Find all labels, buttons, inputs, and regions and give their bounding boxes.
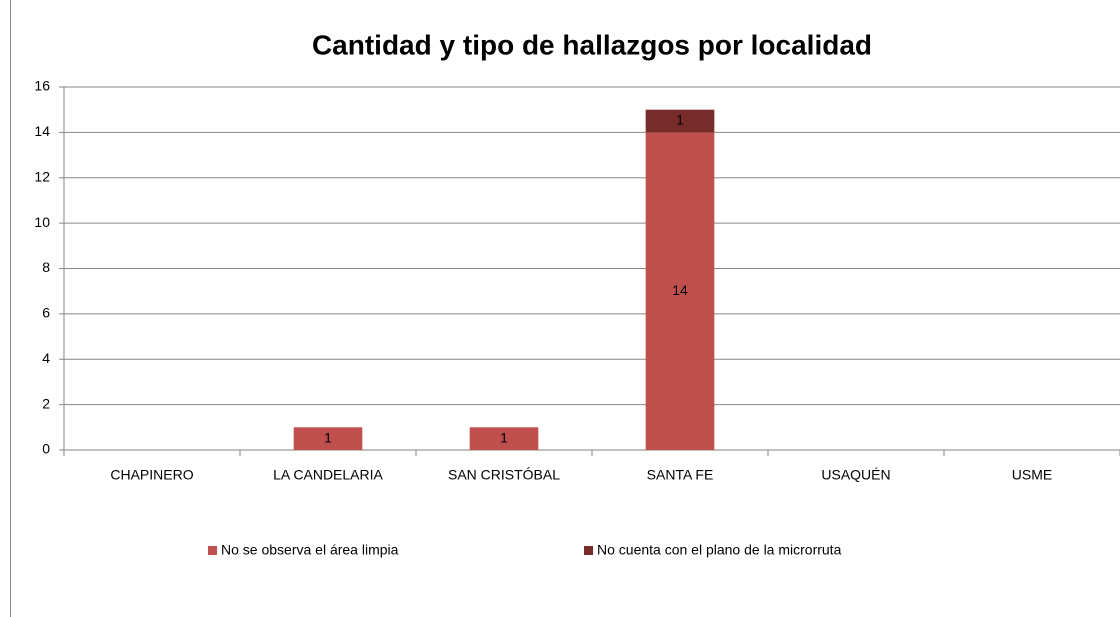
x-tick-label: LA CANDELARIA bbox=[273, 467, 383, 483]
chart-title: Cantidad y tipo de hallazgos por localid… bbox=[312, 29, 872, 60]
legend-label: No se observa el área limpia bbox=[221, 542, 399, 558]
x-tick-label: CHAPINERO bbox=[110, 467, 193, 483]
legend-swatch bbox=[584, 546, 593, 555]
bar-segment bbox=[645, 132, 715, 450]
y-tick-label: 10 bbox=[34, 214, 50, 230]
bar-segment bbox=[293, 427, 363, 450]
y-tick-label: 0 bbox=[42, 441, 50, 457]
data-label: 1 bbox=[676, 112, 684, 128]
data-label: 14 bbox=[672, 282, 688, 298]
y-tick-label: 2 bbox=[42, 395, 50, 411]
data-label: 1 bbox=[500, 429, 508, 445]
x-tick-label: USAQUÉN bbox=[821, 467, 890, 483]
legend-swatch bbox=[208, 546, 217, 555]
data-label: 1 bbox=[324, 429, 332, 445]
bar-segment bbox=[645, 109, 715, 133]
y-tick-label: 16 bbox=[34, 78, 50, 94]
bar-segment bbox=[469, 427, 539, 450]
x-tick-label: USME bbox=[1012, 467, 1052, 483]
chart-frame bbox=[10, 0, 11, 617]
y-tick-label: 4 bbox=[42, 350, 50, 366]
y-tick-label: 12 bbox=[34, 168, 50, 184]
legend-label: No cuenta con el plano de la microrruta bbox=[597, 542, 842, 558]
x-tick-label: SANTA FE bbox=[647, 467, 714, 483]
x-tick-label: SAN CRISTÓBAL bbox=[448, 467, 560, 483]
y-tick-label: 6 bbox=[42, 305, 50, 321]
y-tick-label: 14 bbox=[34, 123, 50, 139]
y-tick-label: 8 bbox=[42, 259, 50, 275]
